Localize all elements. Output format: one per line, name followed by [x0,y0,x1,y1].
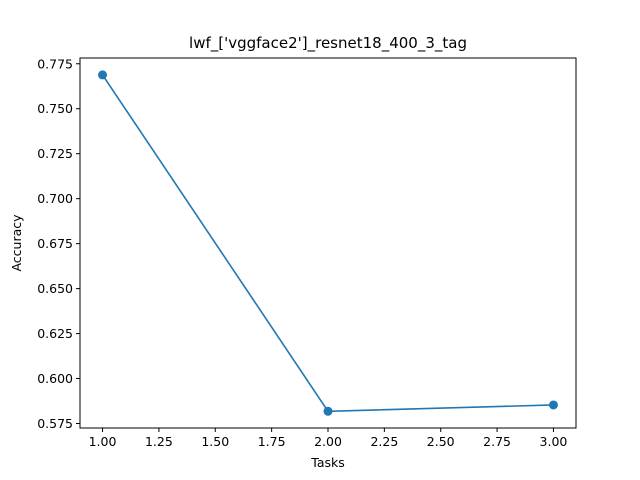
x-tick-label: 2.75 [483,434,511,449]
y-tick-label: 0.650 [37,281,73,296]
y-tick-label: 0.675 [37,236,73,251]
y-tick-label: 0.700 [37,191,73,206]
y-tick-label: 0.775 [37,56,73,71]
y-tick-label: 0.750 [37,101,73,116]
y-tick-label: 0.600 [37,371,73,386]
data-point [98,70,108,80]
axes-frame [79,57,577,429]
x-tick-label: 2.00 [314,434,342,449]
axis-ticks: 1.00 1.25 1.50 1.75 2.00 2.25 2.50 2.75 3.00 0.57… [37,56,567,449]
x-tick-label: 1.00 [89,434,117,449]
x-tick-label: 3.00 [540,434,568,449]
data-point [323,406,333,416]
y-tick-label: 0.575 [37,416,73,431]
y-tick-label: 0.725 [37,146,73,161]
x-tick-label: 1.75 [258,434,286,449]
plot-area [98,70,558,416]
x-tick-label: 1.50 [201,434,229,449]
chart-title: lwf_['vggface2']_resnet18_400_3_tag [189,34,467,53]
data-point [548,400,558,410]
x-tick-label: 2.25 [370,434,398,449]
x-tick-label: 2.50 [427,434,455,449]
y-axis-label: Accuracy [9,214,24,272]
x-axis-label: Tasks [310,455,345,470]
y-tick-label: 0.625 [37,326,73,341]
x-tick-label: 1.25 [145,434,173,449]
